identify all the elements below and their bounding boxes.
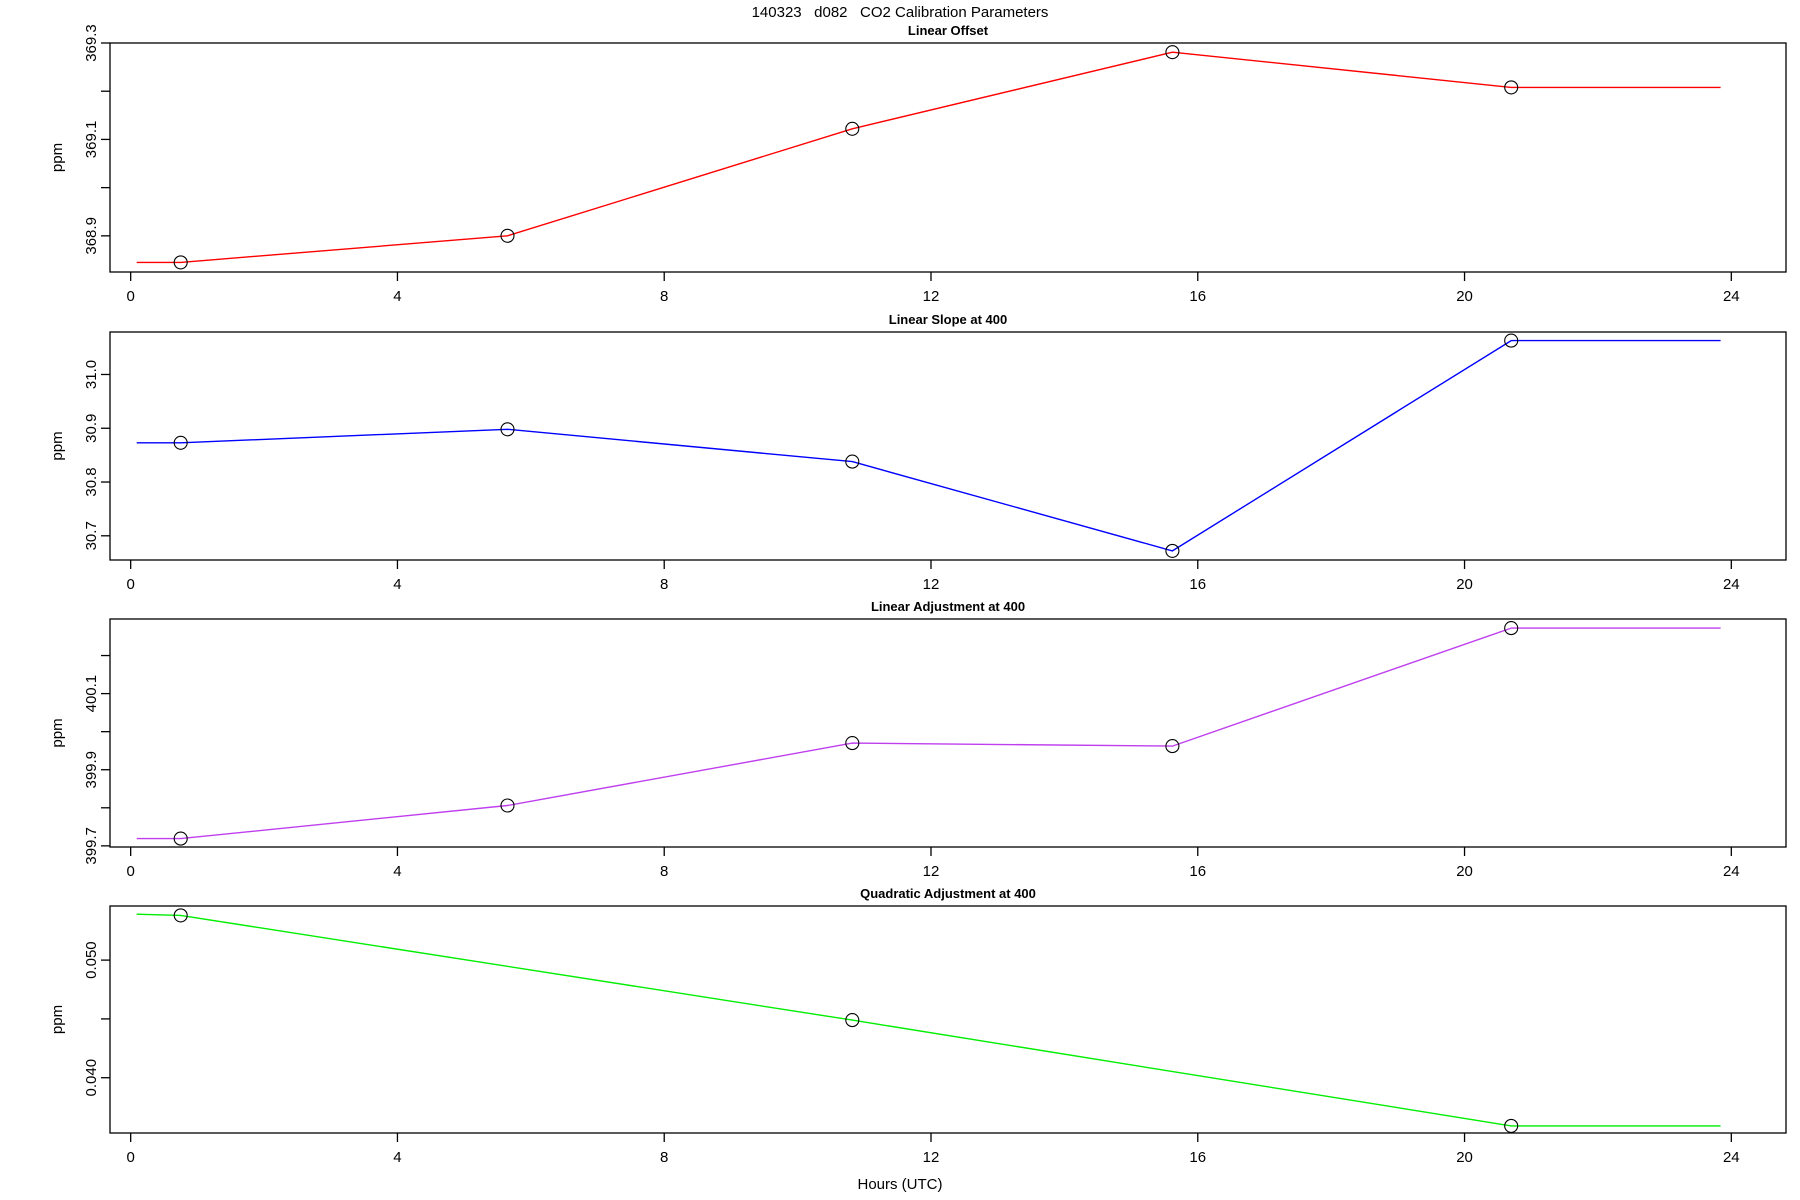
y-tick-label: 30.7 xyxy=(83,521,100,550)
series-line xyxy=(136,51,1721,264)
y-tick-label: 369.3 xyxy=(83,24,100,62)
y-tick-label: 400.1 xyxy=(83,675,100,713)
y-axis-title: ppm xyxy=(49,143,66,172)
y-tick-label: 30.8 xyxy=(83,467,100,496)
data-point-marker xyxy=(500,798,515,813)
x-tick-label: 20 xyxy=(1456,1149,1473,1166)
panel-title: Linear Slope at 400 xyxy=(889,312,1008,327)
x-tick-label: 24 xyxy=(1723,863,1740,880)
x-tick-label: 4 xyxy=(393,1149,401,1166)
x-tick-label: 4 xyxy=(393,576,401,593)
data-point-marker xyxy=(1165,543,1180,558)
x-tick-label: 20 xyxy=(1456,576,1473,593)
y-tick-label: 399.9 xyxy=(83,751,100,789)
x-tick-label: 16 xyxy=(1189,1149,1206,1166)
plot-frame xyxy=(109,331,1787,561)
data-point-marker xyxy=(173,908,188,923)
data-point-marker xyxy=(845,121,860,136)
x-tick-label: 24 xyxy=(1723,288,1740,305)
x-tick-label: 8 xyxy=(660,288,668,305)
data-point-marker xyxy=(1504,80,1519,95)
y-tick-label: 368.9 xyxy=(83,217,100,255)
data-point-marker xyxy=(845,1013,860,1028)
panel-title: Linear Adjustment at 400 xyxy=(871,599,1025,614)
x-tick-label: 12 xyxy=(923,863,940,880)
panel-quadratic-adjustment-at-400: 0 4 8 12 16 20 24 0.040 0.050 ppm Quadratic Adjust… xyxy=(49,886,1787,1166)
data-point-marker xyxy=(500,422,515,437)
x-axis-title: Hours (UTC) xyxy=(857,1176,943,1193)
chart-title: 140323 d082 CO2 Calibration Parameters xyxy=(751,4,1049,21)
y-tick-label: 30.9 xyxy=(83,414,100,443)
y-tick-label: 399.7 xyxy=(83,827,100,865)
plot-frame xyxy=(109,618,1787,848)
panel-linear-offset: 0 4 8 12 16 20 24 368.9 369.1 369.3 ppm Linear Offs… xyxy=(49,23,1787,305)
x-tick-label: 16 xyxy=(1189,863,1206,880)
x-tick-label: 0 xyxy=(127,288,135,305)
x-tick-label: 8 xyxy=(660,576,668,593)
x-tick-label: 4 xyxy=(393,863,401,880)
x-tick-label: 0 xyxy=(127,576,135,593)
x-tick-label: 16 xyxy=(1189,288,1206,305)
data-point-marker xyxy=(500,228,515,243)
data-point-marker xyxy=(1504,621,1519,636)
x-tick-label: 0 xyxy=(127,863,135,880)
y-tick-label: 0.040 xyxy=(83,1059,100,1097)
x-tick-label: 12 xyxy=(923,576,940,593)
x-tick-label: 8 xyxy=(660,863,668,880)
x-tick-label: 20 xyxy=(1456,863,1473,880)
data-point-marker xyxy=(173,255,188,270)
data-point-marker xyxy=(1165,45,1180,60)
y-tick-label: 369.1 xyxy=(83,121,100,159)
x-tick-label: 24 xyxy=(1723,1149,1740,1166)
series-line xyxy=(136,913,1721,1127)
x-tick-label: 12 xyxy=(923,1149,940,1166)
y-axis-title: ppm xyxy=(49,718,66,747)
panel-title: Quadratic Adjustment at 400 xyxy=(860,886,1036,901)
series-line xyxy=(136,627,1721,840)
panel-linear-adjustment-at-400: 0 4 8 12 16 20 24 399.7 399.9 400.1 ppm Linear Adju… xyxy=(49,599,1787,880)
x-tick-label: 16 xyxy=(1189,576,1206,593)
plot-frame xyxy=(109,42,1787,273)
x-tick-label: 8 xyxy=(660,1149,668,1166)
data-point-marker xyxy=(1165,739,1180,754)
data-point-marker xyxy=(1504,1118,1519,1133)
series-line xyxy=(136,339,1721,552)
panel-title: Linear Offset xyxy=(908,23,989,38)
y-axis-title: ppm xyxy=(49,431,66,460)
data-point-marker xyxy=(845,454,860,469)
y-tick-label: 0.050 xyxy=(83,941,100,979)
x-tick-label: 12 xyxy=(923,288,940,305)
y-tick-label: 31.0 xyxy=(83,360,100,389)
x-tick-label: 20 xyxy=(1456,288,1473,305)
plot-frame xyxy=(109,905,1787,1134)
data-point-marker xyxy=(173,435,188,450)
data-point-marker xyxy=(1504,333,1519,348)
x-tick-label: 0 xyxy=(127,1149,135,1166)
panel-linear-slope-at-400: 0 4 8 12 16 20 24 30.7 30.8 30.9 31.0 ppm Linear Slo… xyxy=(49,312,1787,593)
data-point-marker xyxy=(845,736,860,751)
data-point-marker xyxy=(173,831,188,846)
x-tick-label: 4 xyxy=(393,288,401,305)
x-tick-label: 24 xyxy=(1723,576,1740,593)
y-axis-title: ppm xyxy=(49,1005,66,1034)
